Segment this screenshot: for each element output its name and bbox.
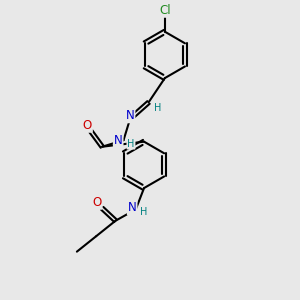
- Text: N: N: [114, 134, 123, 147]
- Text: H: H: [140, 207, 148, 218]
- Text: N: N: [128, 202, 136, 214]
- Text: N: N: [126, 109, 134, 122]
- Text: H: H: [154, 103, 161, 113]
- Text: Cl: Cl: [159, 4, 171, 17]
- Text: O: O: [83, 119, 92, 132]
- Text: H: H: [127, 139, 135, 149]
- Text: O: O: [92, 196, 101, 209]
